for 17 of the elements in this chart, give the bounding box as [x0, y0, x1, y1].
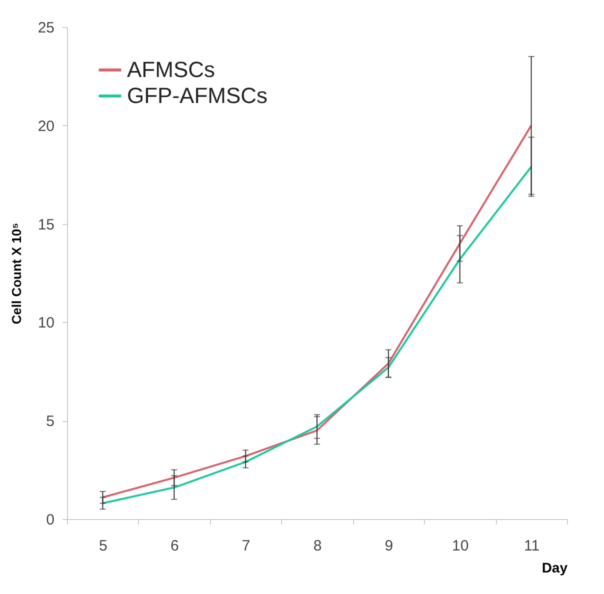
x-tick-label: 11 — [524, 538, 540, 554]
y-tick-label: 0 — [46, 512, 54, 528]
x-axis-title: Day — [542, 560, 568, 576]
x-tick-label: 9 — [384, 538, 394, 554]
y-tick-label: 10 — [38, 314, 54, 332]
x-tick-label: 6 — [170, 538, 179, 554]
y-axis-title: Cell Count X 10⁵ — [8, 222, 24, 324]
x-tick-label: 8 — [313, 538, 322, 554]
x-tick-label: 10 — [452, 538, 469, 554]
legend-label: GFP-AFMSCs — [127, 83, 268, 108]
x-tick-label: 5 — [99, 538, 108, 554]
x-tick-label: 7 — [242, 538, 250, 554]
y-tick-label: 20 — [38, 118, 54, 135]
legend-label: AFMSCs — [127, 57, 215, 82]
y-tick-label: 5 — [46, 413, 54, 430]
y-tick-label: 25 — [38, 20, 54, 36]
y-tick-label: 15 — [38, 216, 54, 234]
